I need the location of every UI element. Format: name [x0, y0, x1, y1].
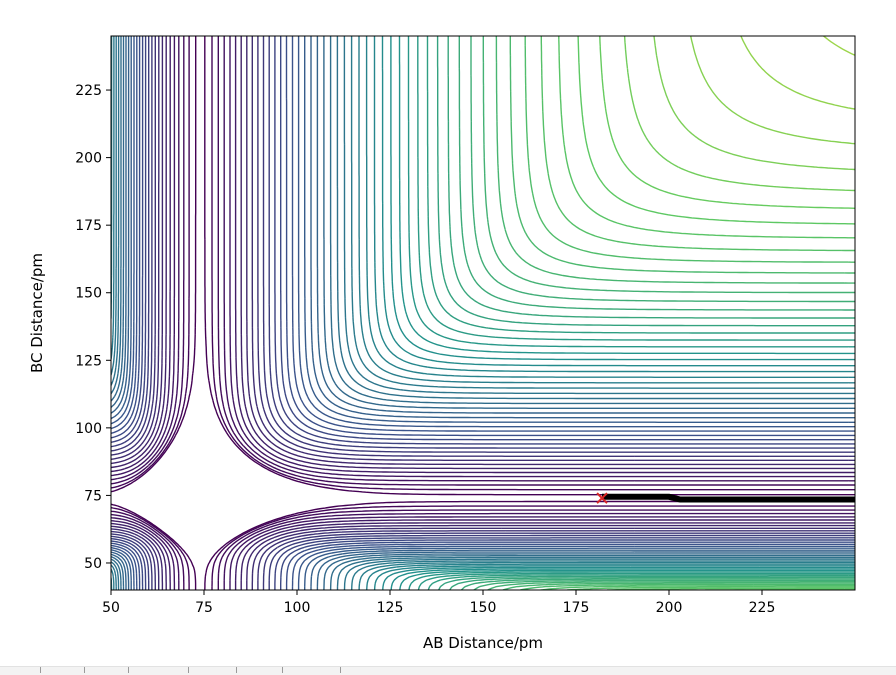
y-axis-label: BC Distance/pm: [28, 253, 46, 373]
strip-tick: [84, 667, 85, 673]
contour-line: [111, 36, 855, 590]
contour-line: [111, 36, 855, 590]
contour-line: [111, 36, 855, 590]
contour-line: [111, 36, 855, 590]
y-tick-label: 150: [75, 286, 102, 302]
bottom-toolbar-strip: [0, 666, 896, 675]
strip-tick: [40, 667, 41, 673]
contour-line: [111, 36, 855, 590]
strip-tick: [340, 667, 341, 673]
x-tick-label: 150: [470, 600, 497, 616]
contour-line: [111, 36, 855, 590]
contour-line: [653, 36, 855, 171]
contour-line: [111, 36, 855, 590]
y-tick-label: 75: [84, 488, 102, 504]
x-tick-label: 225: [749, 600, 776, 616]
contour-line: [111, 36, 855, 590]
x-tick-label: 175: [563, 600, 590, 616]
contour-line: [111, 36, 855, 590]
strip-tick: [188, 667, 189, 673]
contour-line: [365, 36, 855, 590]
contour-line: [111, 36, 855, 590]
y-tick-label: 175: [75, 218, 102, 234]
x-tick-label: 125: [377, 600, 404, 616]
strip-tick: [128, 667, 129, 673]
contour-line: [111, 36, 855, 590]
contour-line: [111, 36, 855, 590]
contour-line: [111, 36, 855, 590]
strip-tick: [236, 667, 237, 673]
start-marker: [596, 492, 608, 504]
x-tick-label: 100: [284, 600, 311, 616]
contour-line: [111, 36, 855, 590]
contour-line: [390, 36, 855, 590]
contour-line: [458, 36, 855, 590]
y-axis-ticks: 50 75 100 125 150 175 200 225: [75, 83, 111, 572]
strip-tick: [282, 667, 283, 673]
y-tick-label: 125: [75, 353, 102, 369]
x-tick-label: 200: [656, 600, 683, 616]
x-tick-label: 75: [195, 600, 213, 616]
contour-line: [436, 36, 855, 590]
contour-line: [373, 36, 855, 590]
contour-line: [111, 36, 855, 590]
y-tick-label: 225: [75, 83, 102, 99]
contour-line: [398, 36, 855, 590]
y-tick-label: 50: [84, 556, 102, 572]
x-tick-label: 50: [102, 600, 120, 616]
start-marker-stroke: [596, 492, 608, 504]
contour-line: [599, 36, 855, 209]
contour-line: [447, 36, 855, 590]
trajectory-line: [602, 493, 855, 503]
contour-line: [623, 36, 855, 192]
contour-line: [111, 36, 855, 590]
x-axis-label: AB Distance/pm: [423, 634, 543, 652]
y-tick-label: 200: [75, 151, 102, 167]
x-axis-ticks: 50 75 100 125 150 175 200 225: [102, 590, 775, 616]
contour-line: [111, 36, 855, 590]
contour-line: [111, 36, 855, 590]
contour-line: [407, 36, 855, 590]
contour-line: [111, 36, 855, 590]
contour-line: [111, 36, 855, 590]
trajectory-layer: [596, 492, 855, 504]
contour-line: [690, 36, 855, 145]
contour-line: [111, 36, 855, 590]
contour-line: [111, 36, 855, 590]
contour-line: [740, 36, 855, 110]
contour-line: [426, 36, 855, 590]
contour-line: [417, 36, 855, 590]
contour-line: [111, 36, 855, 590]
y-tick-label: 100: [75, 421, 102, 437]
